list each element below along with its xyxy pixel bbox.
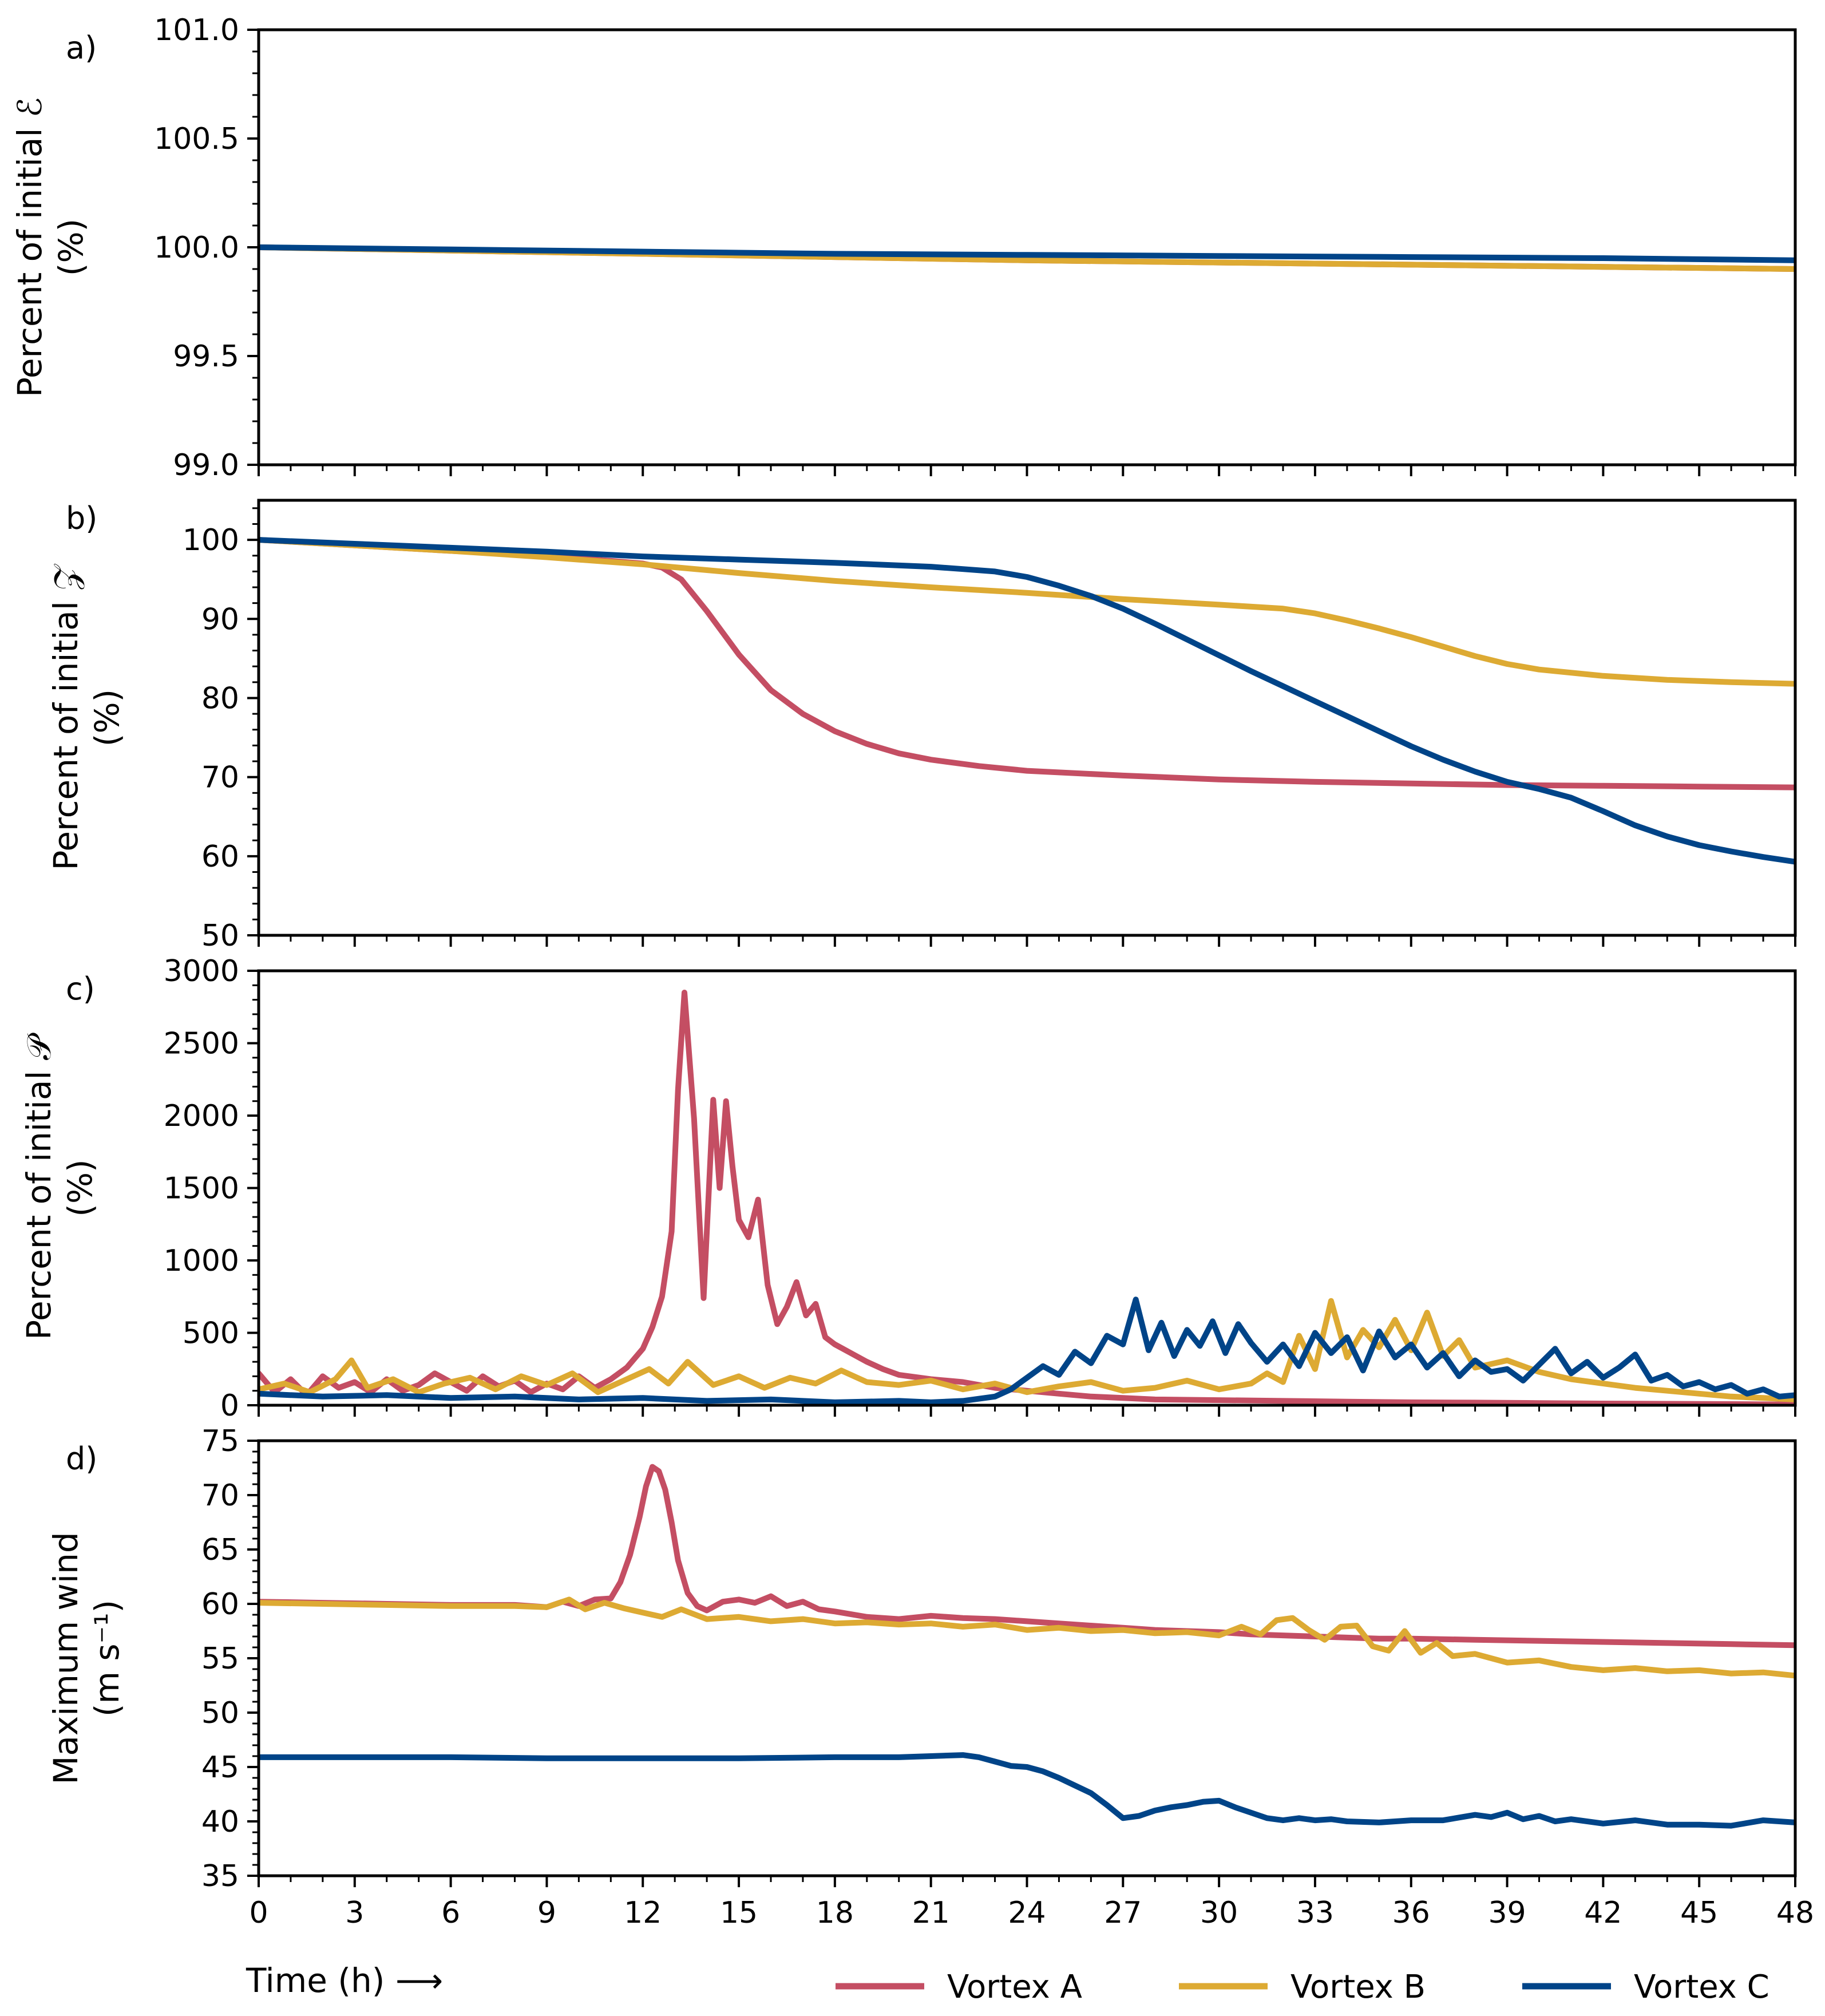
panel-letter: a) <box>66 30 97 66</box>
panel-letter: d) <box>66 1441 97 1477</box>
x-tick-label: 33 <box>1296 1896 1334 1930</box>
y-tick-label: 2000 <box>164 1099 239 1133</box>
y-tick-label: 40 <box>201 1805 239 1839</box>
series-group <box>259 990 1795 1405</box>
plot-frame <box>257 1439 1797 1877</box>
y-tick-label: 70 <box>201 761 239 795</box>
plot-frame <box>257 499 1797 937</box>
y-tick-label: 1500 <box>164 1172 239 1206</box>
y-tick-label: 500 <box>183 1317 239 1351</box>
panels: 99.0 99.5 100.0 100.5 101.0 a) Percent of init… <box>10 13 1814 1930</box>
y-axis-label: Maximum wind(m s⁻¹) <box>46 1532 126 1784</box>
x-tick-label: 45 <box>1680 1896 1718 1930</box>
y-axis-label: Percent of initial 𝒵(%) <box>46 564 126 871</box>
y-tick-label: 60 <box>201 840 239 874</box>
y-tick-label: 100.0 <box>154 231 239 265</box>
panel-1: 99.0 99.5 100.0 100.5 101.0 a) Percent of init… <box>10 13 1797 483</box>
x-tick-label: 0 <box>249 1896 268 1930</box>
legend-label-vortex-a: Vortex A <box>947 1968 1082 2006</box>
series-group <box>259 537 1795 865</box>
y-axis-label: Percent of initial ℰ(%) <box>10 97 90 397</box>
x-tick-label: 36 <box>1392 1896 1430 1930</box>
series-group <box>259 1464 1795 1829</box>
series-line-vortex-c <box>259 1752 1795 1829</box>
y-tick-label: 65 <box>201 1533 239 1567</box>
x-tick-label: 30 <box>1200 1896 1238 1930</box>
panel-2: 50 60 70 80 90 100 b) Percent of initial 𝒵(%) <box>46 499 1797 953</box>
y-tick-label: 0 <box>220 1389 239 1423</box>
x-tick-label: 42 <box>1584 1896 1622 1930</box>
series-group <box>259 244 1795 272</box>
y-tick-label: 50 <box>201 1696 239 1730</box>
y-tick-label: 99.0 <box>173 448 239 483</box>
y-tick-label: 75 <box>201 1424 239 1458</box>
series-line-vortex-a <box>259 1464 1795 1649</box>
x-tick-label: 18 <box>816 1896 854 1930</box>
x-tick-label: 9 <box>537 1896 556 1930</box>
y-tick-label: 1000 <box>164 1244 239 1278</box>
series-line-vortex-b <box>259 1596 1795 1679</box>
panel-3: 0 500 1000 1500 2000 2500 3000 c) Percent of ini… <box>19 954 1797 1423</box>
x-tick-label: 6 <box>441 1896 460 1930</box>
y-tick-label: 101.0 <box>154 13 239 48</box>
x-axis-label: Time (h) ⟶ <box>246 1961 443 2000</box>
plot-frame <box>257 969 1797 1407</box>
legend-label-vortex-c: Vortex C <box>1634 1968 1769 2006</box>
x-tick-label: 15 <box>720 1896 758 1930</box>
y-tick-label: 70 <box>201 1479 239 1513</box>
panel-letter: b) <box>66 500 97 536</box>
y-axis-label: Percent of initial 𝒫(%) <box>19 1033 100 1340</box>
y-tick-label: 35 <box>201 1859 239 1894</box>
y-tick-label: 60 <box>201 1587 239 1622</box>
series-line-vortex-b <box>259 1298 1795 1402</box>
x-tick-label: 3 <box>345 1896 364 1930</box>
y-tick-label: 45 <box>201 1750 239 1785</box>
series-line-vortex-c <box>259 244 1795 263</box>
y-tick-label: 99.5 <box>173 339 239 374</box>
series-line-vortex-c <box>259 537 1795 865</box>
y-tick-label: 3000 <box>164 954 239 989</box>
y-tick-label: 55 <box>201 1642 239 1676</box>
x-tick-label: 27 <box>1104 1896 1142 1930</box>
series-line-vortex-b <box>259 537 1795 687</box>
x-tick-label: 12 <box>624 1896 662 1930</box>
x-tick-label: 24 <box>1008 1896 1046 1930</box>
x-tick-label: 48 <box>1776 1896 1814 1930</box>
y-tick-label: 90 <box>201 602 239 637</box>
y-tick-label: 100.5 <box>154 122 239 156</box>
y-tick-label: 100 <box>183 523 239 558</box>
legend: Vortex A Vortex B Vortex C <box>836 1968 1769 2006</box>
panel-letter: c) <box>66 971 95 1007</box>
series-line-vortex-a <box>259 990 1795 1405</box>
y-tick-label: 2500 <box>164 1027 239 1061</box>
y-tick-label: 80 <box>201 681 239 716</box>
series-line-vortex-c <box>259 1296 1795 1405</box>
y-tick-label: 50 <box>201 919 239 953</box>
legend-label-vortex-b: Vortex B <box>1290 1968 1426 2006</box>
x-tick-label: 39 <box>1488 1896 1526 1930</box>
x-tick-label: 21 <box>912 1896 950 1930</box>
